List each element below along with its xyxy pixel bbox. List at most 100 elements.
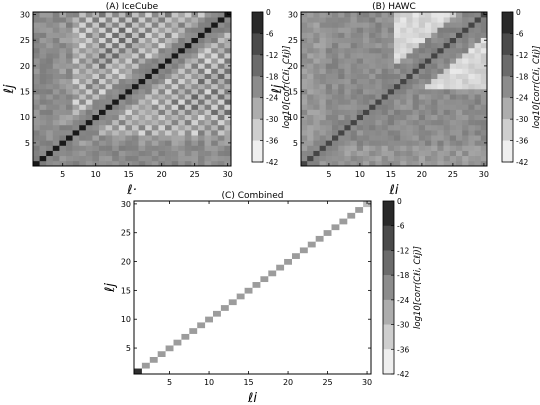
heatmap-cell [339, 299, 348, 306]
heatmap-cell [184, 37, 192, 44]
heatmap-cell [292, 235, 301, 242]
heatmap-cell [220, 212, 230, 219]
heatmap-cell [268, 229, 277, 236]
heatmap-cell [381, 119, 389, 126]
heatmap-cell [173, 327, 182, 334]
heatmap-cell [456, 12, 463, 18]
heatmap-cell [151, 22, 159, 28]
heatmap-cell [228, 316, 237, 323]
x-tick-label: 25 [448, 170, 458, 179]
heatmap-cell [400, 89, 407, 95]
heatmap-cell [105, 42, 113, 49]
heatmap-cell [323, 235, 332, 242]
heatmap-cell [66, 42, 73, 49]
heatmap-cell [369, 130, 376, 136]
heatmap-cell [474, 83, 482, 90]
heatmap-cell [165, 287, 174, 294]
heatmap-cell [325, 89, 333, 95]
heatmap-cell [332, 37, 339, 44]
colorbar-tick-label: 0 [516, 8, 521, 17]
heatmap-cell [149, 212, 158, 219]
heatmap-cell [480, 58, 488, 64]
heatmap-cell [252, 362, 261, 369]
heatmap-cell [462, 135, 469, 141]
heatmap-cell [244, 247, 253, 254]
heatmap-cell [149, 368, 158, 375]
heatmap-cell [418, 37, 426, 44]
heatmap-cell [260, 212, 269, 219]
heatmap-cell [125, 73, 133, 80]
heatmap-cell [375, 104, 382, 110]
heatmap-cell [205, 322, 214, 329]
heatmap-cell [211, 114, 219, 121]
heatmap-cell [412, 130, 420, 136]
heatmap-cell [268, 241, 277, 248]
heatmap-cell [456, 89, 463, 95]
heatmap-cell [387, 150, 395, 157]
heatmap-cell [204, 63, 212, 69]
heatmap-cell [149, 224, 158, 231]
heatmap-cell [178, 119, 186, 126]
heatmap-cell [184, 94, 192, 100]
heatmap-cell [284, 218, 293, 225]
heatmap-cell [284, 281, 293, 288]
heatmap-cell [217, 140, 225, 146]
heatmap-cell [197, 218, 206, 225]
heatmap-cell [165, 293, 174, 300]
heatmap-cell [181, 310, 190, 317]
heatmap-cell [363, 160, 370, 167]
heatmap-cell [197, 339, 206, 346]
heatmap-cell [437, 104, 444, 110]
heatmap-cell [118, 47, 126, 54]
heatmap-cell [355, 304, 364, 311]
heatmap-cell [158, 42, 166, 49]
heatmap-cell [260, 327, 269, 334]
heatmap-cell [363, 247, 372, 254]
heatmap-cell [46, 145, 54, 151]
heatmap-cell [197, 275, 206, 283]
x-tick-label: 25 [322, 378, 332, 387]
heatmap-cell [178, 109, 186, 115]
heatmap-cell [292, 206, 301, 213]
heatmap-cell [59, 47, 67, 54]
heatmap-cell [171, 78, 179, 85]
heatmap-cell [211, 42, 219, 49]
heatmap-cell [178, 47, 186, 54]
heatmap-cell [125, 114, 133, 121]
heatmap-cell [375, 94, 382, 100]
heatmap-cell [443, 12, 451, 18]
heatmap-cell [292, 362, 301, 369]
heatmap-cell [418, 145, 426, 151]
heatmap-cell [363, 327, 372, 334]
heatmap-cell [449, 155, 457, 162]
heatmap-cell [92, 37, 100, 44]
heatmap-cell [198, 42, 205, 49]
heatmap-cell [228, 235, 237, 242]
heatmap-cell [151, 145, 159, 151]
heatmap-cell [105, 73, 113, 80]
heatmap-cell [338, 160, 345, 167]
heatmap-cell [449, 104, 457, 110]
heatmap-cell [412, 42, 420, 49]
heatmap-cell [178, 150, 186, 157]
heatmap-cell [198, 150, 205, 157]
heatmap-cell [145, 17, 153, 23]
heatmap-cell [204, 78, 212, 85]
heatmap-cell [394, 89, 401, 95]
heatmap-cell [66, 150, 73, 157]
heatmap-cell [347, 224, 356, 231]
heatmap-cell [33, 145, 40, 151]
x-tick-label: 10 [355, 170, 365, 179]
heatmap-cell [244, 270, 253, 277]
heatmap-cell [437, 17, 444, 23]
heatmap-cell [145, 83, 153, 90]
heatmap-cell [138, 73, 146, 80]
heatmap-cell [173, 212, 182, 219]
heatmap-cell [347, 327, 356, 334]
heatmap-cell [157, 316, 166, 323]
heatmap-cell [33, 150, 40, 157]
heatmap-cell [462, 124, 469, 131]
heatmap-cell [228, 258, 237, 265]
heatmap-cell [165, 229, 174, 236]
heatmap-cell [299, 235, 309, 242]
